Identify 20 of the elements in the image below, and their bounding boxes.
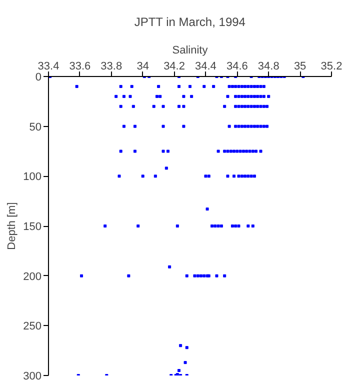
y-tick-label: 100 — [23, 171, 42, 184]
y-tick-label: 200 — [23, 270, 42, 283]
x-tick-label: 33.4 — [38, 60, 60, 72]
y-tick-label: 0 — [35, 72, 42, 84]
x-tick-label: 33.6 — [69, 60, 91, 72]
y-tick-label: 50 — [29, 121, 42, 134]
x-axis-title: Salinity — [172, 44, 208, 56]
x-tick-label: 35.2 — [320, 60, 342, 72]
chart-title: JPTT in March, 1994 — [134, 15, 246, 29]
x-tick-label: 34 — [136, 60, 149, 72]
x-tick-label: 33.8 — [100, 60, 122, 72]
y-tick-label: 300 — [23, 370, 42, 382]
y-tick-label: 250 — [23, 320, 42, 333]
x-tick-label: 34.8 — [258, 60, 280, 72]
x-tick-label: 34.2 — [164, 60, 185, 72]
y-tick-label: 150 — [23, 221, 42, 233]
x-tick-label: 35 — [294, 60, 306, 72]
y-axis-title: Depth [m] — [6, 202, 18, 250]
x-tick-label: 34.4 — [195, 60, 216, 72]
x-tick-label: 34.6 — [226, 60, 248, 72]
